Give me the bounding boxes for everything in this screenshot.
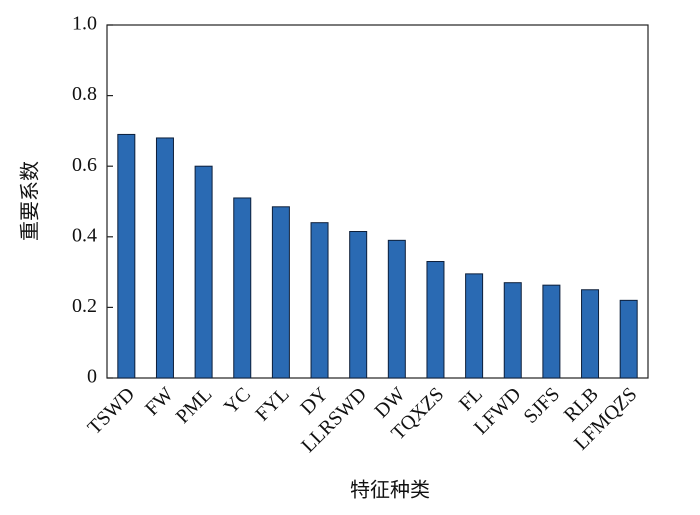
bar	[271, 206, 290, 379]
bar	[619, 299, 638, 379]
plot-frame	[106, 24, 649, 379]
y-tick-label: 0.4	[72, 224, 97, 246]
y-axis-label: 重要系数	[19, 161, 42, 241]
bar	[426, 261, 445, 379]
bar	[155, 137, 174, 379]
bar	[465, 273, 484, 379]
bar	[542, 284, 561, 379]
y-tick-label: 0.2	[72, 295, 97, 317]
x-tick-label: FYL	[251, 383, 293, 425]
bar	[349, 231, 368, 379]
bar	[581, 289, 600, 379]
bar	[503, 282, 522, 379]
y-tick-label: 1.0	[72, 13, 97, 35]
x-tick-label: FW	[141, 383, 178, 420]
x-tick-label: TSWD	[83, 383, 139, 439]
bar	[117, 133, 136, 379]
y-tick-label: 0.8	[72, 83, 97, 105]
bar	[233, 197, 252, 379]
x-axis-label: 特征种类	[350, 479, 430, 502]
bar	[194, 165, 213, 379]
bar	[310, 222, 329, 379]
x-tick-label: SJFS	[520, 383, 565, 428]
y-tick-label: 0.6	[72, 154, 97, 176]
bar	[387, 239, 406, 379]
x-tick-label: PML	[172, 383, 217, 428]
y-tick-label: 0	[87, 366, 97, 388]
x-tick-label: YC	[220, 383, 255, 418]
